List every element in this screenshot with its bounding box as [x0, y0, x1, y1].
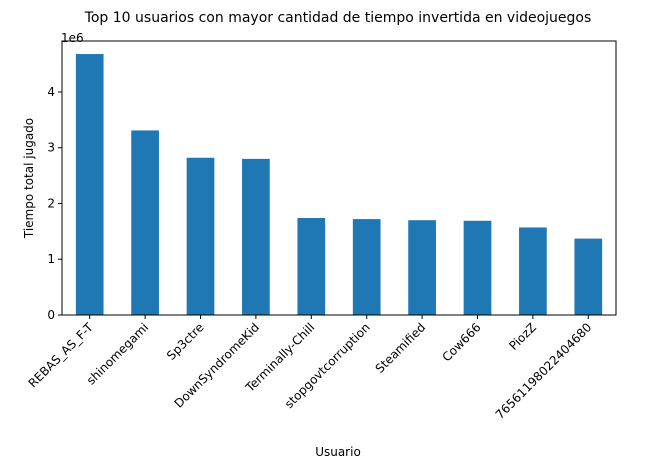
bar	[75, 54, 104, 316]
y-tick-label: 3	[47, 141, 55, 155]
x-tick-label: Steamified	[373, 320, 429, 376]
bar	[242, 158, 270, 315]
x-tick-label: 76561198022404680	[493, 320, 595, 422]
y-tick-label: 2	[47, 196, 55, 210]
bar	[186, 157, 215, 315]
bar	[352, 219, 381, 315]
x-tick-label: PiozZ	[506, 320, 539, 353]
y-tick-label: 1	[47, 252, 55, 266]
chart-title: Top 10 usuarios con mayor cantidad de ti…	[84, 10, 592, 26]
bar	[297, 217, 326, 315]
y-offset-text: 1e6	[61, 31, 84, 45]
y-axis-ticks: 0 1 2 3 4	[47, 85, 62, 322]
bar	[131, 130, 159, 315]
y-tick-label: 0	[47, 308, 55, 322]
bars	[75, 54, 603, 316]
bar	[574, 238, 603, 315]
x-axis-label: Usuario	[315, 445, 361, 459]
y-tick-label: 4	[47, 85, 55, 99]
bar	[463, 220, 492, 315]
x-tick-label: Sp3ctre	[164, 320, 207, 363]
x-tick-label: Cow666	[439, 320, 483, 364]
bar	[408, 220, 436, 315]
bar	[519, 227, 547, 315]
plot-frame	[61, 40, 617, 316]
y-axis-label: Tiempo total jugado	[22, 118, 36, 239]
